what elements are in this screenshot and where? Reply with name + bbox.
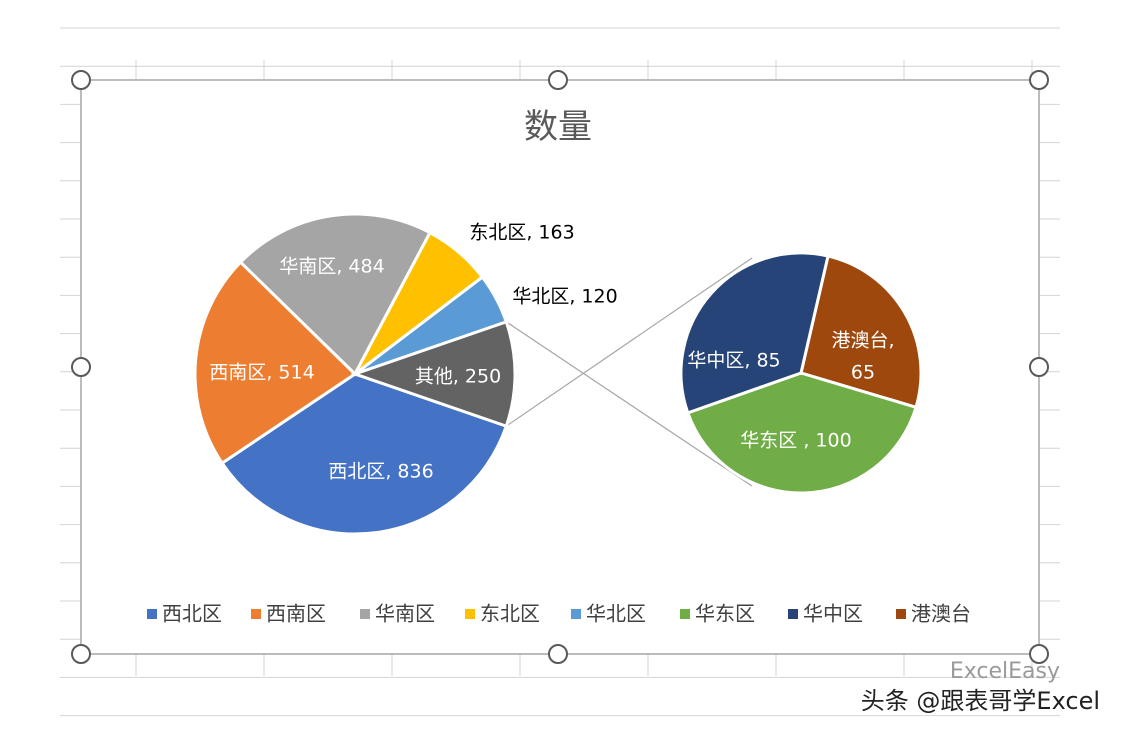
resize-handle[interactable] (71, 357, 91, 377)
data-label: 西南区, 514 (209, 362, 314, 384)
data-label: 华中区, 85 (687, 350, 780, 372)
resize-handle[interactable] (71, 70, 91, 90)
resize-handle[interactable] (548, 70, 568, 90)
connector-line-bottom (505, 321, 753, 487)
legend-label-东北区: 东北区 (480, 602, 540, 626)
resize-handle[interactable] (71, 644, 91, 664)
connector-line-top (505, 257, 753, 427)
legend-label-华中区: 华中区 (803, 602, 863, 626)
legend-swatch-西北区 (147, 609, 157, 619)
legend-swatch-港澳台 (896, 609, 906, 619)
connector-lines (505, 257, 753, 487)
legend-label-西北区: 西北区 (162, 602, 222, 626)
legend-label-港澳台: 港澳台 (911, 602, 971, 626)
legend-swatch-华东区 (680, 609, 690, 619)
legend-label-华东区: 华东区 (695, 602, 755, 626)
data-labels: 西北区, 836 西南区, 514 华南区, 484 东北区, 163 华北区, 120… (209, 222, 894, 483)
legend-swatch-东北区 (465, 609, 475, 619)
data-label: 华北区, 120 (512, 286, 617, 308)
resize-handle[interactable] (548, 644, 568, 664)
data-label: 港澳台, (831, 330, 894, 352)
pie-slice-港澳台[interactable] (799, 254, 923, 410)
pie-slice-西南区[interactable] (193, 260, 358, 466)
resize-handle[interactable] (1029, 357, 1049, 377)
data-label: 华东区 , 100 (740, 430, 851, 452)
data-label: 其他, 250 (415, 366, 501, 388)
data-label: 华南区, 484 (279, 256, 384, 278)
watermark: ExcelEasy 头条 @跟表哥学Excel (860, 659, 1100, 716)
chart-title: 数量 (524, 107, 592, 147)
legend-swatch-华南区 (360, 609, 370, 619)
pie-slice-其他[interactable] (350, 319, 517, 429)
legend-label-华北区: 华北区 (586, 602, 646, 626)
legend-label-西南区: 西南区 (266, 602, 326, 626)
secondary-pie[interactable] (679, 251, 923, 495)
watermark-ghost-text: ExcelEasy (949, 659, 1060, 684)
data-label: 65 (851, 362, 875, 384)
resize-handle[interactable] (1029, 644, 1049, 664)
data-label: 东北区, 163 (469, 222, 574, 244)
primary-pie[interactable] (193, 212, 517, 536)
legend-swatch-西南区 (251, 609, 261, 619)
resize-handle[interactable] (1029, 70, 1049, 90)
pie-slice-华东区[interactable] (685, 371, 918, 495)
pie-slice-华中区[interactable] (679, 251, 830, 415)
legend: 西北区 西南区 华南区 东北区 华北区 华东区 华中区 港澳台 (147, 602, 971, 626)
legend-swatch-华中区 (788, 609, 798, 619)
pie-slice-西北区[interactable] (220, 372, 509, 536)
watermark-text: 头条 @跟表哥学Excel (860, 687, 1100, 715)
legend-label-华南区: 华南区 (375, 602, 435, 626)
data-label: 西北区, 836 (328, 461, 433, 483)
pie-slice-华南区[interactable] (238, 212, 433, 377)
legend-swatch-华北区 (571, 609, 581, 619)
